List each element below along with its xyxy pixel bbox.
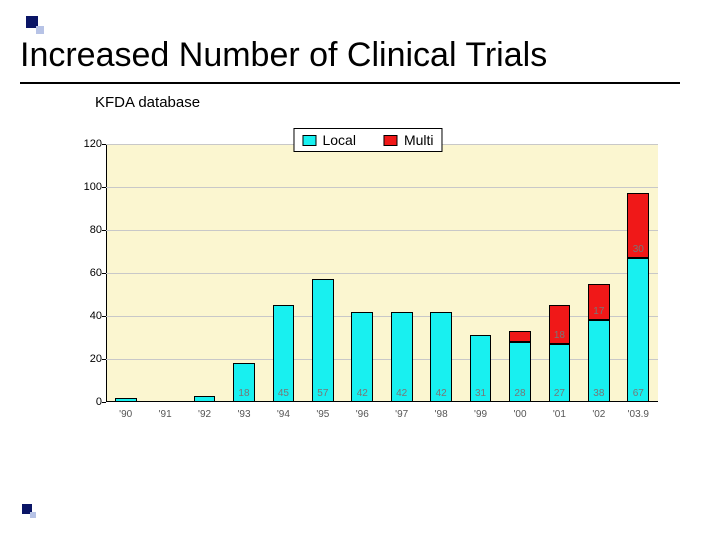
- bar-group: 28: [509, 144, 531, 402]
- y-tick-label: 40: [74, 310, 102, 322]
- bar-value-label: 27: [550, 388, 570, 399]
- bar-value-label: 45: [274, 388, 294, 399]
- x-tick-label: '99: [474, 409, 487, 420]
- x-tick-label: '96: [356, 409, 369, 420]
- title-underline: [20, 82, 680, 84]
- bar-value-label: 42: [392, 388, 412, 399]
- bar-value-label: 57: [313, 388, 333, 399]
- y-tick-label: 80: [74, 224, 102, 236]
- bar-group: [194, 144, 216, 402]
- bar-group: 38 17: [588, 144, 610, 402]
- bar-group: [115, 144, 137, 402]
- bar-value-label: 38: [589, 388, 609, 399]
- bar-value-label: 42: [431, 388, 451, 399]
- legend-swatch-local: [302, 135, 316, 146]
- title-bullet: [26, 16, 44, 34]
- bar-group: 27 18: [549, 144, 571, 402]
- bar-local: 38: [588, 320, 610, 402]
- bar-value-label: 28: [510, 388, 530, 399]
- x-tick-label: '95: [316, 409, 329, 420]
- x-tick-label: '91: [159, 409, 172, 420]
- subtitle: KFDA database: [95, 94, 200, 111]
- bar-local: [194, 396, 216, 402]
- bar-local: 67: [627, 258, 649, 402]
- bar-group: 42: [430, 144, 452, 402]
- x-tick-label: '93: [237, 409, 250, 420]
- bar-group: 42: [391, 144, 413, 402]
- x-tick-label: '01: [553, 409, 566, 420]
- x-tick-label: '98: [435, 409, 448, 420]
- bullet-light: [36, 26, 44, 34]
- y-tick-mark: [102, 402, 106, 403]
- y-tick-mark: [102, 230, 106, 231]
- x-tick-label: '94: [277, 409, 290, 420]
- bar-local: 27: [549, 344, 571, 402]
- bar-group: 67 30: [627, 144, 649, 402]
- chart-plot-area: 020406080100120'90'91'92'9318'9445'9557'…: [106, 144, 658, 402]
- bar-multi: 18: [549, 305, 571, 344]
- bar-multi: [509, 331, 531, 342]
- gridline: [106, 187, 658, 188]
- bullet-light: [30, 512, 36, 518]
- x-tick-label: '92: [198, 409, 211, 420]
- y-tick-mark: [102, 273, 106, 274]
- bar-value-label: 18: [550, 330, 570, 341]
- bar-group: 31: [470, 144, 492, 402]
- bar-local: 28: [509, 342, 531, 402]
- bar-group: 42: [351, 144, 373, 402]
- y-tick-label: 60: [74, 267, 102, 279]
- bar-local: 31: [470, 335, 492, 402]
- x-tick-label: '90: [119, 409, 132, 420]
- x-tick-label: '02: [592, 409, 605, 420]
- chart-legend: Local Multi: [293, 128, 442, 152]
- bar-local: [115, 398, 137, 402]
- bar-group: [154, 144, 176, 402]
- chart-container: Local Multi 020406080100120'90'91'92'931…: [78, 128, 658, 428]
- bar-value-label: 42: [352, 388, 372, 399]
- bar-value-label: 31: [471, 388, 491, 399]
- bar-value-label: 17: [589, 306, 609, 317]
- bar-local: 18: [233, 363, 255, 402]
- y-tick-mark: [102, 187, 106, 188]
- legend-label-local: Local: [322, 132, 355, 148]
- bar-local: 42: [430, 312, 452, 402]
- bar-value-label: 67: [628, 388, 648, 399]
- footer-bullet: [22, 504, 40, 522]
- gridline: [106, 359, 658, 360]
- bar-group: 45: [273, 144, 295, 402]
- y-tick-label: 0: [74, 396, 102, 408]
- bar-group: 57: [312, 144, 334, 402]
- bar-local: 57: [312, 279, 334, 402]
- y-tick-label: 20: [74, 353, 102, 365]
- y-tick-mark: [102, 144, 106, 145]
- legend-item-multi: Multi: [384, 132, 434, 148]
- x-tick-label: '97: [395, 409, 408, 420]
- y-tick-label: 100: [74, 181, 102, 193]
- bar-local: 45: [273, 305, 295, 402]
- gridline: [106, 316, 658, 317]
- x-axis: [106, 401, 658, 402]
- page-title: Increased Number of Clinical Trials: [20, 36, 547, 75]
- gridline: [106, 273, 658, 274]
- x-tick-label: '00: [513, 409, 526, 420]
- y-tick-mark: [102, 316, 106, 317]
- bar-value-label: 18: [234, 388, 254, 399]
- x-tick-label: '03.9: [628, 409, 649, 420]
- bar-value-label: 30: [628, 244, 648, 255]
- bar-group: 18: [233, 144, 255, 402]
- bar-multi: 17: [588, 284, 610, 321]
- bar-local: 42: [351, 312, 373, 402]
- y-tick-mark: [102, 359, 106, 360]
- gridline: [106, 230, 658, 231]
- slide: Increased Number of Clinical Trials KFDA…: [0, 0, 720, 540]
- legend-swatch-multi: [384, 135, 398, 146]
- bar-local: 42: [391, 312, 413, 402]
- bar-multi: 30: [627, 193, 649, 258]
- legend-item-local: Local: [302, 132, 355, 148]
- y-tick-label: 120: [74, 138, 102, 150]
- legend-label-multi: Multi: [404, 132, 434, 148]
